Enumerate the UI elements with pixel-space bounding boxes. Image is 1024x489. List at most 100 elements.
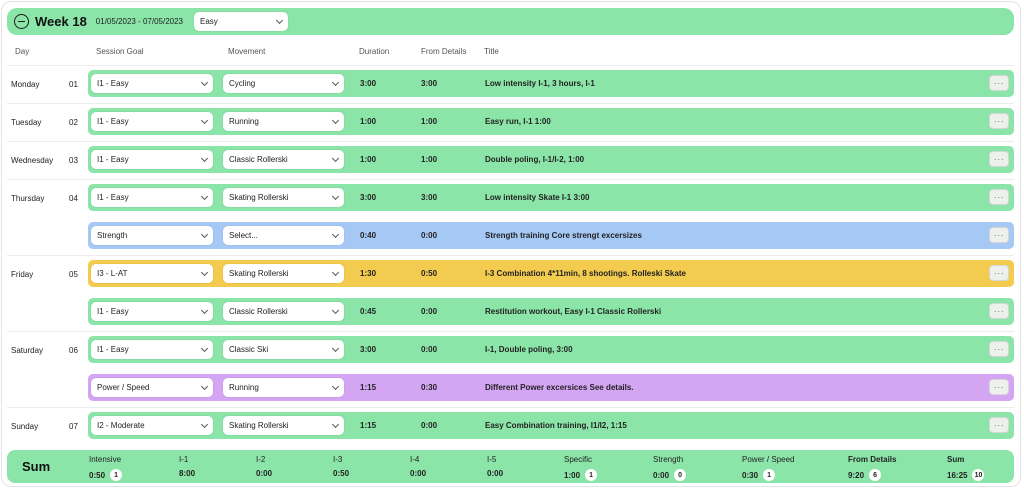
column-header-movement: Movement (228, 47, 266, 56)
session-row[interactable]: I1 - Easy Classic Ski 3:00 0:00 I-1, Dou… (88, 336, 1014, 363)
session-duration: 1:15 (360, 421, 377, 430)
session-from-details: 3:00 (421, 79, 438, 88)
summary-label: I-4 (410, 455, 420, 464)
day-number: 02 (69, 118, 78, 127)
count-badge: 10 (972, 469, 985, 481)
session-title[interactable]: Double poling, I-1/I-2, 1:00 (485, 155, 585, 164)
session-duration: 0:40 (360, 231, 377, 240)
summary-i4: I-4 0:00 (410, 455, 426, 478)
week-title: Week 18 (35, 14, 87, 29)
more-options-button[interactable]: ··· (989, 227, 1009, 243)
summary-label: Strength (653, 455, 684, 464)
session-title[interactable]: I-1, Double poling, 3:00 (485, 345, 573, 354)
chevron-down-icon (331, 420, 340, 428)
session-row[interactable]: Strength Select... 0:40 0:00 Strength tr… (88, 222, 1014, 249)
session-row[interactable]: I1 - Easy Classic Rollerski 0:45 0:00 Re… (88, 298, 1014, 325)
summary-i2: I-2 0:00 (256, 455, 272, 478)
session-row[interactable]: I2 - Moderate Skating Rollerski 1:15 0:0… (88, 412, 1014, 439)
more-options-button[interactable]: ··· (989, 265, 1009, 281)
chevron-down-icon (331, 344, 340, 352)
session-title[interactable]: Strength training Core strengt excersize… (485, 231, 642, 240)
session-goal-select[interactable]: I1 - Easy (91, 74, 213, 93)
chevron-down-icon (275, 16, 284, 24)
session-title[interactable]: I-3 Combination 4*11min, 8 shootings. Ro… (485, 269, 686, 278)
session-title[interactable]: Low intensity I-1, 3 hours, I-1 (485, 79, 595, 88)
summary-specific: Specific 1:00 1 (564, 455, 598, 481)
movement-select[interactable]: Classic Ski (223, 340, 344, 359)
session-row[interactable]: I1 - Easy Running 1:00 1:00 Easy run, I-… (88, 108, 1014, 135)
session-title[interactable]: Easy Combination training, I1/I2, 1:15 (485, 421, 627, 430)
summary-label: Specific (564, 455, 593, 464)
chevron-down-icon (200, 306, 209, 314)
session-title[interactable]: Restitution workout, Easy I-1 Classic Ro… (485, 307, 662, 316)
session-goal-select[interactable]: I3 - L-AT (91, 264, 213, 283)
session-title[interactable]: Low intensity Skate I-1 3:00 (485, 193, 590, 202)
summary-label: I-2 (256, 455, 266, 464)
summary-value: 0:00 (653, 470, 670, 480)
more-options-button[interactable]: ··· (989, 417, 1009, 433)
session-goal-value: I1 - Easy (97, 155, 129, 164)
session-row[interactable]: Power / Speed Running 1:15 0:30 Differen… (88, 374, 1014, 401)
summary-value: 0:30 (742, 470, 759, 480)
more-options-button[interactable]: ··· (989, 75, 1009, 91)
more-options-button[interactable]: ··· (989, 379, 1009, 395)
day-name: Wednesday (11, 156, 54, 165)
session-row[interactable]: I1 - Easy Skating Rollerski 3:00 3:00 Lo… (88, 184, 1014, 211)
movement-select[interactable]: Classic Rollerski (223, 150, 344, 169)
chevron-down-icon (331, 268, 340, 276)
session-row[interactable]: I3 - L-AT Skating Rollerski 1:30 0:50 I-… (88, 260, 1014, 287)
day-number: 06 (69, 346, 78, 355)
session-goal-select[interactable]: I1 - Easy (91, 340, 213, 359)
session-from-details: 0:00 (421, 345, 438, 354)
session-goal-select[interactable]: Strength (91, 226, 213, 245)
session-row[interactable]: I1 - Easy Classic Rollerski 1:00 1:00 Do… (88, 146, 1014, 173)
day-name: Tuesday (11, 118, 42, 127)
session-goal-value: Strength (97, 231, 128, 240)
more-options-button[interactable]: ··· (989, 189, 1009, 205)
session-from-details: 1:00 (421, 155, 438, 164)
movement-select[interactable]: Running (223, 112, 344, 131)
summary-power-speed: Power / Speed 0:30 1 (742, 455, 794, 481)
movement-select[interactable]: Skating Rollerski (223, 188, 344, 207)
more-options-button[interactable]: ··· (989, 113, 1009, 129)
session-duration: 3:00 (360, 79, 377, 88)
week-header: Week 18 01/05/2023 - 07/05/2023 Easy (7, 8, 1014, 35)
session-row[interactable]: I1 - Easy Cycling 3:00 3:00 Low intensit… (88, 70, 1014, 97)
count-badge: 6 (869, 469, 882, 481)
day-number: 04 (69, 194, 78, 203)
session-title[interactable]: Easy run, I-1 1:00 (485, 117, 551, 126)
day-row-tuesday: Tuesday 02 (7, 103, 1014, 141)
movement-select[interactable]: Skating Rollerski (223, 416, 344, 435)
more-options-button[interactable]: ··· (989, 151, 1009, 167)
chevron-down-icon (331, 192, 340, 200)
collapse-minus-icon[interactable] (14, 14, 29, 29)
session-goal-select[interactable]: I1 - Easy (91, 302, 213, 321)
session-goal-select[interactable]: I1 - Easy (91, 188, 213, 207)
more-options-button[interactable]: ··· (989, 303, 1009, 319)
summary-value: 0:00 (487, 469, 504, 478)
day-number: 01 (69, 80, 78, 89)
column-header-duration: Duration (359, 47, 390, 56)
session-goal-select[interactable]: I2 - Moderate (91, 416, 213, 435)
session-title[interactable]: Different Power excersices See details. (485, 383, 634, 392)
movement-select[interactable]: Skating Rollerski (223, 264, 344, 283)
week-intensity-select[interactable]: Easy (193, 12, 288, 31)
day-name: Friday (11, 270, 34, 279)
chevron-down-icon (200, 230, 209, 238)
session-goal-select[interactable]: Power / Speed (91, 378, 213, 397)
session-goal-select[interactable]: I1 - Easy (91, 150, 213, 169)
day-row-thursday: Thursday 04 (7, 179, 1014, 255)
session-from-details: 0:00 (421, 421, 438, 430)
more-options-button[interactable]: ··· (989, 341, 1009, 357)
movement-select[interactable]: Cycling (223, 74, 344, 93)
day-row-sunday: Sunday 07 (7, 407, 1014, 445)
summary-value: 0:50 (333, 469, 350, 478)
summary-label: Sum (947, 455, 965, 464)
session-goal-select[interactable]: I1 - Easy (91, 112, 213, 131)
movement-select[interactable]: Select... (223, 226, 344, 245)
movement-select[interactable]: Running (223, 378, 344, 397)
summary-strength: Strength 0:00 0 (653, 455, 687, 481)
movement-select[interactable]: Classic Rollerski (223, 302, 344, 321)
session-goal-value: I1 - Easy (97, 79, 129, 88)
session-goal-value: I1 - Easy (97, 345, 129, 354)
